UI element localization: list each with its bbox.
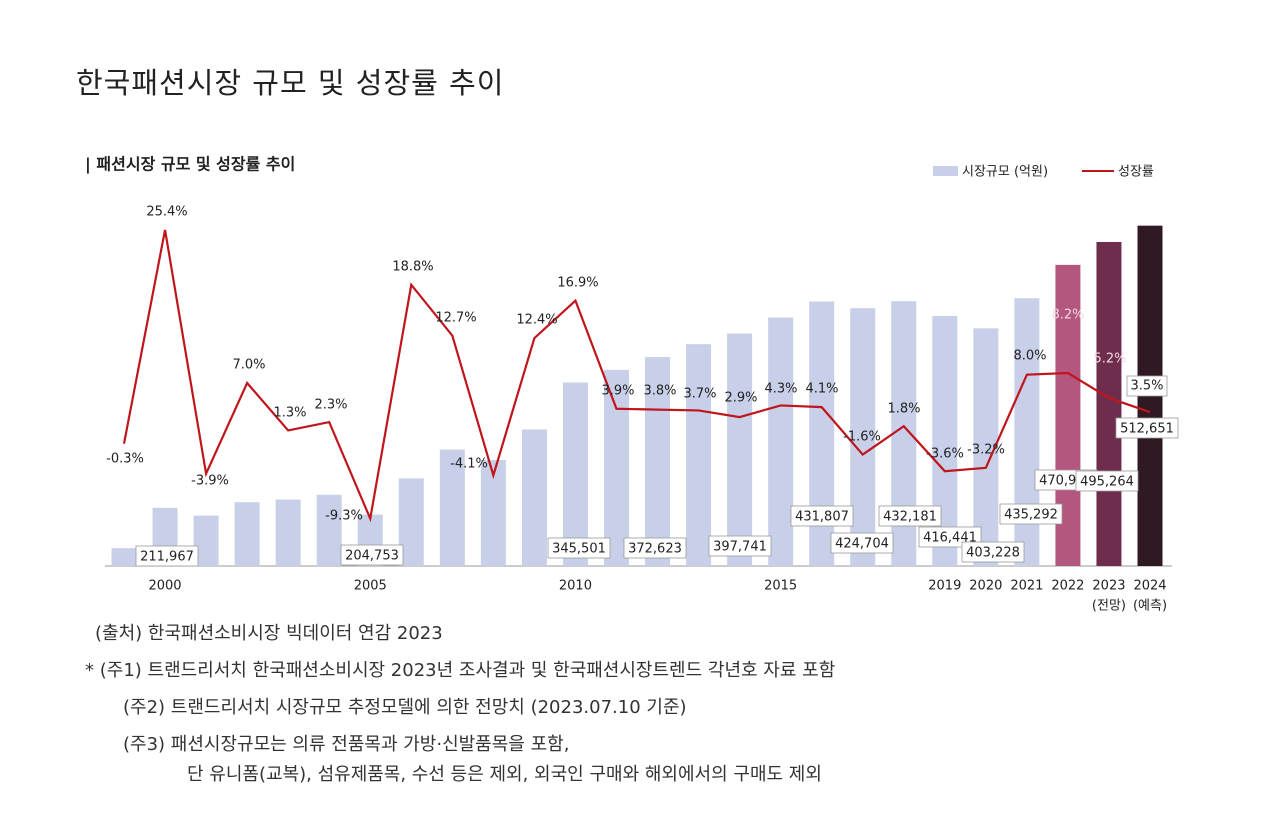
bar: [1096, 241, 1122, 566]
value-label: -3.9%: [191, 474, 229, 489]
value-label: 403,228: [966, 546, 1020, 561]
value-label: -0.3%: [106, 452, 144, 467]
value-label: 16.9%: [557, 276, 598, 291]
bar: [562, 382, 588, 566]
note: 단 유니폼(교복), 섬유제품목, 수선 등은 제외, 외국인 구매와 해외에서…: [187, 764, 822, 785]
value-label: -3.2%: [967, 443, 1005, 458]
value-label: 8.2%: [1051, 308, 1084, 323]
bar: [727, 333, 753, 566]
x-tick-label: 2020: [969, 579, 1002, 594]
value-label-box: [830, 532, 894, 554]
value-label: 3.8%: [643, 384, 676, 399]
value-label: 25.4%: [146, 205, 187, 220]
note-marker: *: [85, 660, 94, 681]
value-label: 5.2%: [1093, 352, 1126, 367]
x-tick-label: 2010: [559, 579, 592, 594]
value-label: 424,704: [835, 537, 889, 552]
value-label: -1.6%: [843, 430, 881, 445]
value-label: 8.0%: [1013, 349, 1046, 364]
value-label: 495,264: [1080, 475, 1134, 490]
bar: [234, 502, 260, 566]
x-tick-label: 2005: [354, 579, 387, 594]
legend-label: 성장률: [1118, 165, 1154, 180]
x-tick-label: 2015: [764, 579, 797, 594]
value-label: 431,807: [795, 510, 849, 525]
value-label: 397,741: [713, 540, 767, 555]
value-label: 7.0%: [232, 358, 265, 373]
chart: | 패션시장 규모 및 성장률 추이 2000 2005 2010 2015 2019 2…: [85, 155, 1179, 614]
note: * (주1) 트랜드리서치 한국패션소비시장 2023년 조사결과 및 한국패션…: [85, 657, 835, 694]
value-label: 12.4%: [516, 313, 557, 328]
bar: [1014, 298, 1040, 566]
note-text: (주1) 트랜드리서치 한국패션소비시장 2023년 조사결과 및 한국패션시장…: [99, 660, 836, 681]
bar: [850, 308, 876, 566]
x-tick-label: 2024: [1133, 579, 1166, 594]
x-tick-sublabel: (예측): [1133, 599, 1167, 614]
value-label-box: [1075, 470, 1139, 492]
value-label-box: [708, 535, 772, 557]
bar: [603, 369, 629, 566]
value-label: 345,501: [552, 542, 606, 557]
legend-swatch: [933, 166, 958, 176]
value-label-box: [1126, 375, 1168, 397]
x-tick-label: 2021: [1010, 579, 1043, 594]
bar: [439, 449, 465, 566]
value-label: 2.9%: [724, 391, 757, 406]
note: (주3) 패션시장규모는 의류 전품목과 가방·신발품목을 포함,: [123, 734, 570, 755]
value-label-box: [135, 545, 199, 567]
value-label-box: [547, 537, 611, 559]
value-label: 372,623: [628, 542, 682, 557]
value-label-box: [961, 541, 1025, 563]
value-label: 18.8%: [392, 260, 433, 275]
value-label: 4.1%: [805, 382, 838, 397]
value-label: -9.3%: [325, 509, 363, 524]
value-label: 432,181: [883, 510, 937, 525]
value-label-box: [1115, 417, 1179, 439]
value-label: 512,651: [1120, 422, 1174, 437]
bar: [768, 317, 794, 566]
value-label: 3.5%: [1130, 379, 1163, 394]
value-label: 3.7%: [683, 387, 716, 402]
value-label: -4.1%: [450, 457, 488, 472]
bar: [275, 499, 301, 566]
chart-title: | 패션시장 규모 및 성장률 추이: [85, 155, 295, 175]
note: (출처) 한국패션소비시장 빅데이터 연감 2023: [95, 623, 443, 644]
legend-label: 시장규모 (억원): [962, 165, 1048, 180]
value-label-box: [623, 537, 687, 559]
value-label: 1.8%: [887, 402, 920, 417]
value-label: 3.9%: [601, 384, 634, 399]
bar: [316, 494, 342, 566]
value-label: 435,292: [1004, 508, 1058, 523]
page-title: 한국패션시장 규모 및 성장률 추이: [76, 66, 505, 100]
bar: [111, 548, 137, 566]
bar: [645, 357, 671, 566]
value-label-box: [999, 503, 1063, 525]
value-label-box: [790, 505, 854, 527]
x-tick-label: 2022: [1051, 579, 1084, 594]
bar: [686, 344, 712, 566]
x-tick-label: 2019: [928, 579, 961, 594]
value-label: 204,753: [345, 549, 399, 564]
x-tick-label: 2000: [148, 579, 181, 594]
notes: (출처) 한국패션소비시장 빅데이터 연감 2023 * (주1) 트랜드리서치…: [85, 620, 835, 798]
x-tick-label: 2023: [1092, 579, 1125, 594]
value-label: -3.6%: [926, 447, 964, 462]
labels: 211,967 204,753 345,501 372,623 397,741 431,8…: [106, 205, 1179, 567]
value-label: 4.3%: [764, 382, 797, 397]
note: (주2) 트랜드리서치 시장규모 추정모델에 의한 전망치 (2023.07.1…: [123, 697, 687, 718]
x-tick-sublabel: (전망): [1092, 599, 1126, 614]
value-label: 1.3%: [273, 406, 306, 421]
value-label-box: [878, 505, 942, 527]
value-label: 2.3%: [314, 398, 347, 413]
growth-line: [122, 229, 1151, 523]
value-label-box: [340, 544, 404, 566]
value-label: 211,967: [140, 550, 194, 565]
value-label: 12.7%: [435, 311, 476, 326]
bar: [521, 429, 547, 566]
